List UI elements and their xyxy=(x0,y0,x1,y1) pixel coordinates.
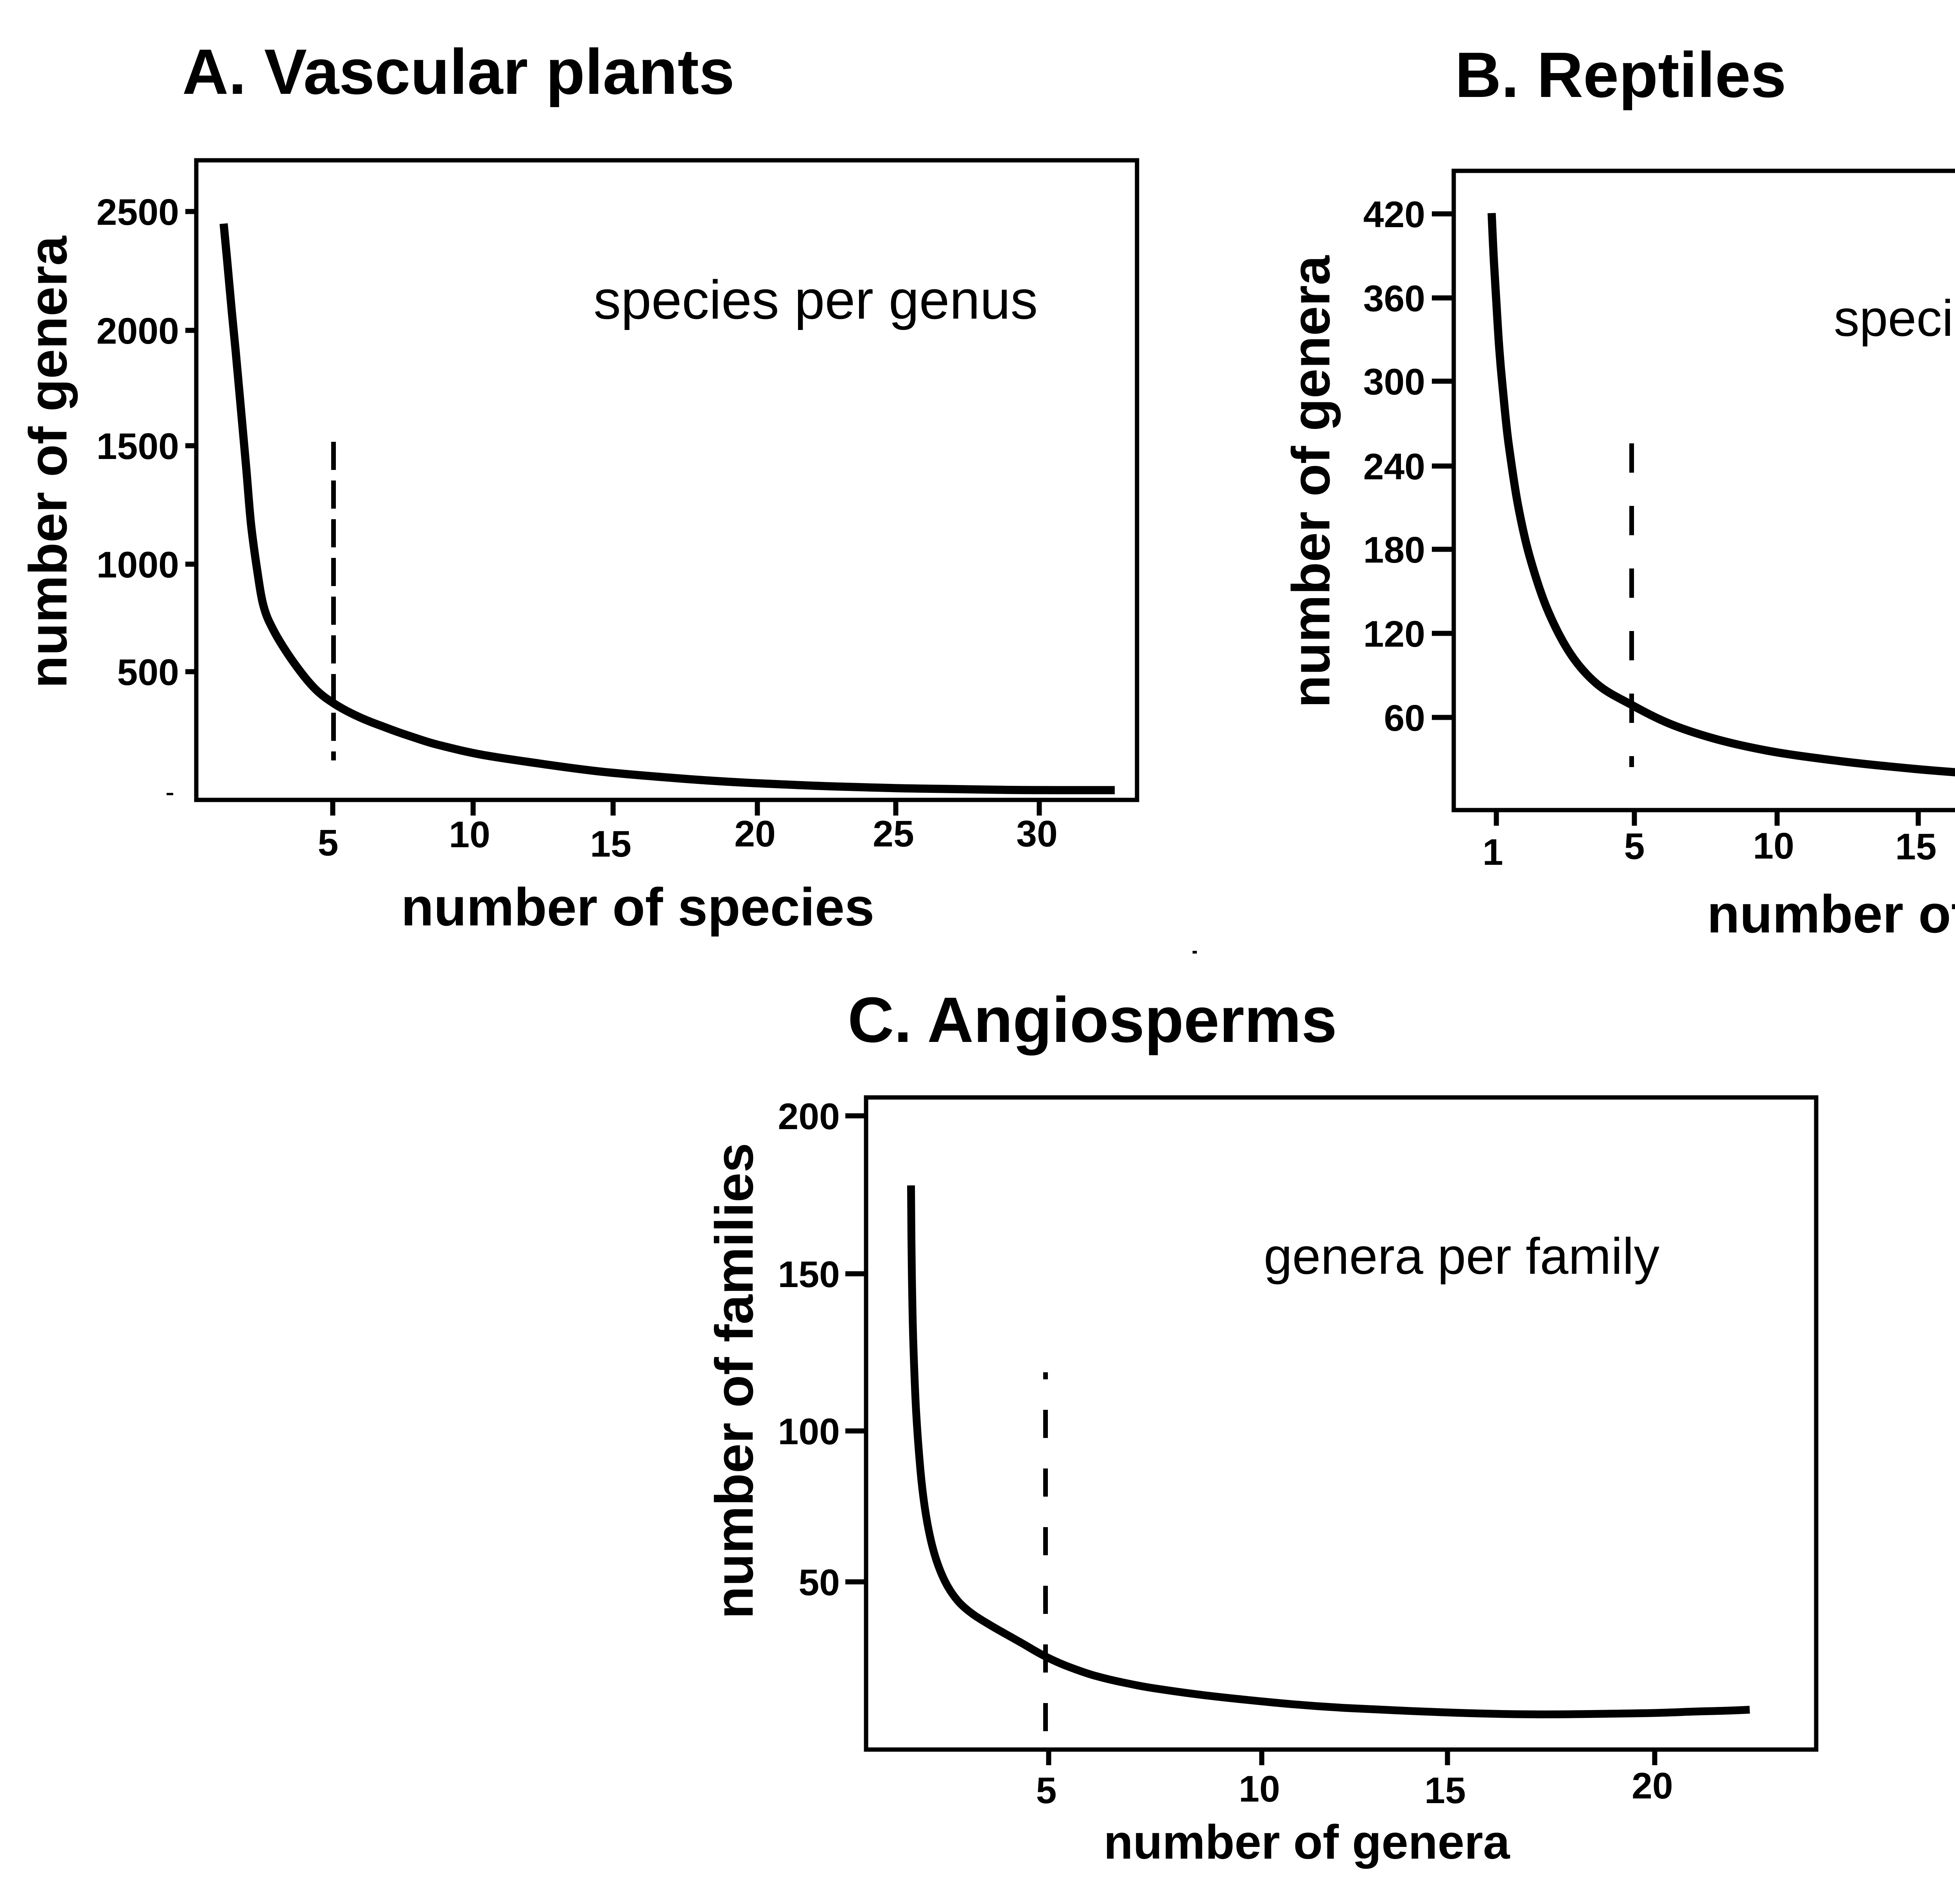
svg-text:2000: 2000 xyxy=(97,310,179,352)
svg-text:100: 100 xyxy=(778,1411,840,1452)
svg-text:1500: 1500 xyxy=(97,426,179,467)
svg-text:A. Vascular plants: A. Vascular plants xyxy=(182,36,735,108)
svg-text:360: 360 xyxy=(1363,278,1425,319)
svg-text:180: 180 xyxy=(1363,529,1425,571)
svg-text:20: 20 xyxy=(734,813,776,855)
svg-text:2500: 2500 xyxy=(97,192,179,233)
svg-text:5: 5 xyxy=(1624,826,1645,867)
svg-text:10: 10 xyxy=(1753,825,1794,867)
svg-text:15: 15 xyxy=(590,823,631,865)
svg-text:C. Angiosperms: C. Angiosperms xyxy=(848,984,1337,1056)
svg-text:240: 240 xyxy=(1363,446,1425,488)
svg-text:species per genus: species per genus xyxy=(594,269,1038,330)
svg-text:120: 120 xyxy=(1363,613,1425,655)
svg-text:number of genera: number of genera xyxy=(1104,1816,1510,1869)
svg-text:B. Reptiles: B. Reptiles xyxy=(1455,39,1786,111)
svg-text:species per genus: species per genus xyxy=(1834,289,1955,347)
svg-text:60: 60 xyxy=(1384,697,1425,739)
svg-text:20: 20 xyxy=(1632,1765,1673,1807)
svg-text:5: 5 xyxy=(318,822,339,864)
svg-text:number of genera: number of genera xyxy=(18,235,78,688)
svg-text:420: 420 xyxy=(1363,194,1425,235)
svg-text:number of species: number of species xyxy=(401,877,875,937)
svg-text:1000: 1000 xyxy=(97,544,179,586)
svg-text:1: 1 xyxy=(1483,832,1503,873)
svg-text:150: 150 xyxy=(778,1254,840,1295)
svg-text:500: 500 xyxy=(117,652,179,693)
svg-text:30: 30 xyxy=(1016,813,1058,855)
svg-text:200: 200 xyxy=(778,1096,840,1137)
svg-text:15: 15 xyxy=(1424,1770,1466,1811)
svg-text:10: 10 xyxy=(449,814,490,855)
svg-text:number of genera: number of genera xyxy=(1281,255,1341,708)
svg-text:number of species: number of species xyxy=(1707,884,1955,944)
svg-text:5: 5 xyxy=(1036,1770,1057,1811)
svg-text:50: 50 xyxy=(798,1562,840,1603)
svg-text:25: 25 xyxy=(873,813,914,855)
svg-text:number of families: number of families xyxy=(705,1143,764,1619)
svg-text:15: 15 xyxy=(1895,826,1937,868)
svg-text:300: 300 xyxy=(1363,361,1425,403)
svg-text:10: 10 xyxy=(1239,1768,1280,1810)
svg-text:genera per family: genera per family xyxy=(1264,1227,1660,1285)
